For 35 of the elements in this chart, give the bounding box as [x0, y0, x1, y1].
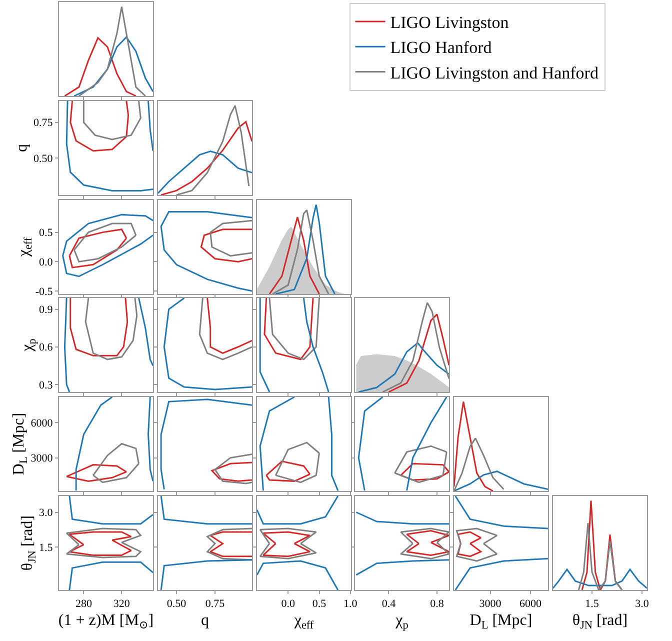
- x-axis-title: D$_{L}$ [Mpc]: [470, 612, 532, 632]
- legend-label: LIGO Livingston: [390, 13, 510, 32]
- y-tick-label: 0.0: [39, 256, 54, 268]
- y-tick-label: 0.6: [39, 342, 54, 354]
- x-tick-label: 3000: [479, 598, 502, 610]
- x-tick-label: 320: [113, 598, 130, 610]
- y-tick-label: -0.5: [35, 286, 54, 298]
- legend-label: LIGO Hanford: [390, 38, 492, 58]
- x-axis-title: θ$_{JN}$ [rad]: [572, 612, 628, 632]
- y-tick-label: 0.75: [34, 117, 54, 130]
- y-tick-label: 0.50: [34, 152, 54, 165]
- x-axis-title: (1 + z)M [M$_{⊙}$]: [58, 612, 154, 632]
- x-axis-title: q: [200, 612, 209, 629]
- y-tick-label: 0.9: [39, 304, 54, 317]
- y-tick-label: 6000: [30, 418, 54, 430]
- x-tick-label: 1.5: [585, 598, 600, 610]
- x-axis-title: χ$_{p}$: [395, 612, 410, 632]
- x-tick-label: 6000: [520, 598, 542, 610]
- y-axis-title: q: [13, 144, 30, 152]
- y-tick-label: 3.0: [39, 507, 54, 520]
- x-axis-title: χ$_{eff}$: [292, 612, 314, 632]
- y-tick-label: 1.5: [39, 542, 54, 554]
- legend-label: LIGO Livingston and Hanford: [390, 63, 599, 82]
- x-tick-label: 0.0: [280, 598, 296, 610]
- y-tick-label: 3000: [30, 452, 54, 465]
- y-tick-label: 0.5: [39, 226, 54, 239]
- x-tick-label: 0.5: [312, 598, 326, 610]
- y-tick-label: 0.3: [39, 380, 54, 392]
- x-tick-label: 0.8: [430, 598, 445, 610]
- x-tick-label: 0.50: [166, 598, 186, 610]
- x-tick-label: 0.4: [382, 598, 397, 610]
- x-tick-label: 1.0: [343, 598, 358, 610]
- x-tick-label: 280: [75, 598, 92, 610]
- x-tick-label: 3.0: [635, 598, 650, 610]
- x-tick-label: 0.75: [205, 598, 225, 610]
